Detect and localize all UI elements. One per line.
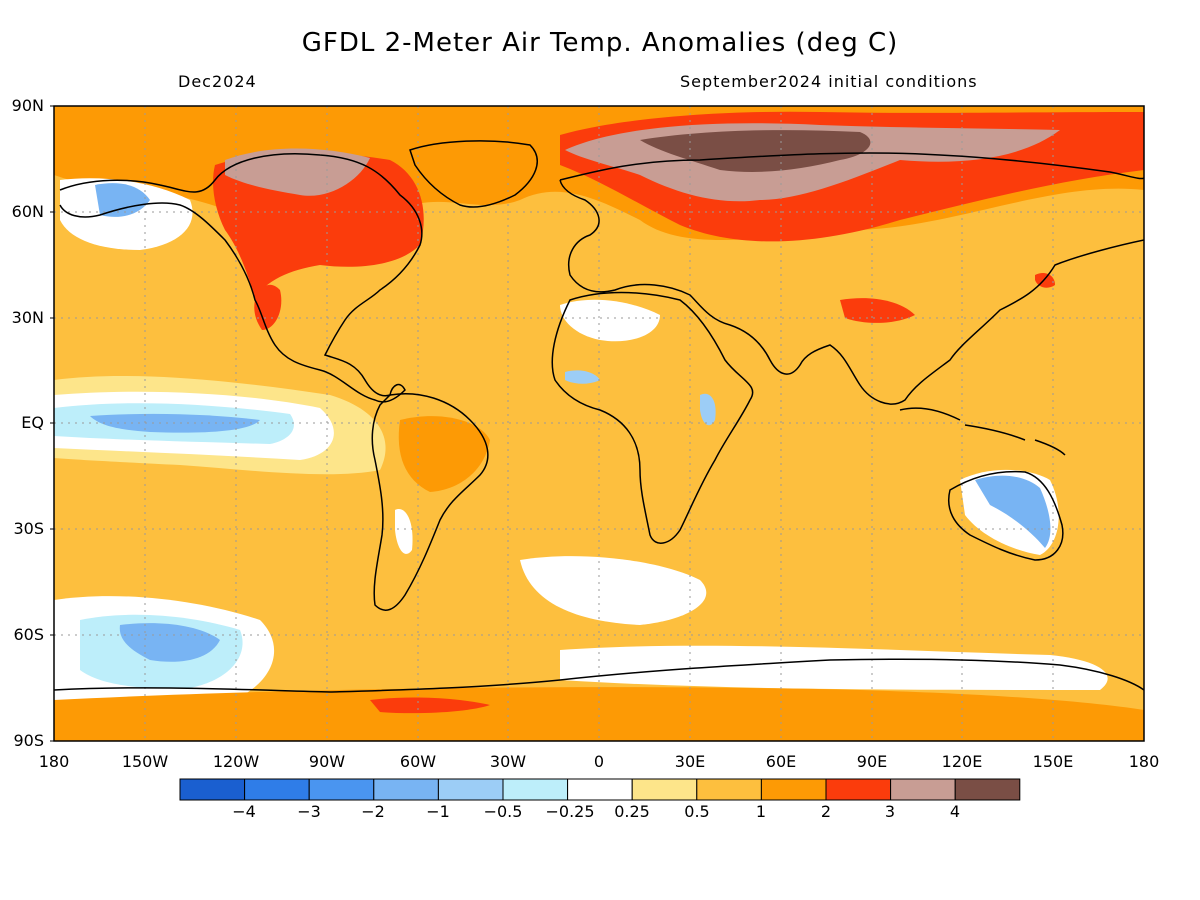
nw-atlantic-hot — [254, 284, 282, 330]
lon-label-150e: 150E — [1032, 752, 1074, 771]
valid-month-label: Dec2024 — [178, 72, 257, 91]
siberia-extreme-core — [640, 130, 871, 172]
initial-conditions-label: September2024 initial conditions — [680, 72, 978, 91]
colorbar-label-3: 3 — [884, 802, 896, 821]
colorbar-swatch — [890, 778, 956, 801]
patagonia-white — [395, 509, 413, 554]
colorbar-label-m2: −2 — [361, 802, 385, 821]
graticule — [54, 106, 1144, 741]
colorbar-label-4: 4 — [949, 802, 961, 821]
colorbar-label-1: 1 — [755, 802, 767, 821]
colorbar-label-m4: −4 — [232, 802, 256, 821]
lat-label-90n: 90N — [11, 96, 44, 115]
lon-label-90e: 90E — [856, 752, 888, 771]
colorbar — [179, 778, 1021, 801]
lon-label-60e: 60E — [765, 752, 797, 771]
lat-label-60s: 60S — [13, 625, 44, 644]
lon-label-30w: 30W — [489, 752, 527, 771]
colorbar-swatch — [373, 778, 439, 801]
colorbar-label-05: 0.5 — [684, 802, 710, 821]
tibet-hot — [840, 298, 915, 323]
lat-label-30s: 30S — [13, 519, 44, 538]
lon-label-120w: 120W — [212, 752, 260, 771]
lon-label-180w: 180 — [38, 752, 70, 771]
sahel-blue — [565, 370, 600, 384]
axis-ticks — [50, 105, 54, 742]
australia-blue — [975, 475, 1051, 548]
colorbar-swatch — [631, 778, 698, 801]
eurasia-coast — [559, 152, 1144, 405]
colorbar-label-m1: −1 — [426, 802, 450, 821]
colorbar-swatch — [825, 778, 892, 801]
colorbar-label-m3: −3 — [297, 802, 321, 821]
lat-label-30n: 30N — [11, 308, 44, 327]
greenland-coast — [409, 140, 538, 208]
lon-label-90w: 90W — [308, 752, 346, 771]
colorbar-label-025: 0.25 — [614, 802, 650, 821]
s-atlantic-white — [520, 556, 707, 625]
canada-extreme — [225, 148, 370, 196]
colorbar-swatch — [954, 778, 1021, 801]
colorbar-label-m05: −0.5 — [483, 802, 523, 821]
lon-label-180e: 180 — [1128, 752, 1160, 771]
east-africa-blue — [700, 393, 716, 426]
lon-label-0: 0 — [593, 752, 605, 771]
colorbar-swatch — [760, 778, 827, 801]
africa-coast — [551, 291, 754, 544]
colorbar-swatch — [696, 778, 762, 801]
lon-label-30e: 30E — [674, 752, 706, 771]
lon-label-120e: 120E — [941, 752, 983, 771]
south-america-coast — [371, 393, 489, 611]
antarctica-coast — [54, 658, 1144, 693]
colorbar-swatch — [308, 778, 375, 801]
lon-label-60w: 60W — [399, 752, 437, 771]
amazon-warm — [398, 416, 490, 492]
lat-label-90s: 90S — [13, 731, 44, 750]
colorbar-swatch — [437, 778, 504, 801]
antarctic-white — [560, 645, 1108, 690]
australia-coast — [948, 470, 1064, 561]
lat-label-60n: 60N — [11, 202, 44, 221]
antarctic-hot — [370, 697, 490, 714]
colorbar-label-m025: −0.25 — [545, 802, 595, 821]
alaska-blue — [95, 183, 150, 217]
colorbar-swatch — [502, 778, 569, 801]
colorbar-swatch — [567, 778, 633, 801]
coastlines — [54, 140, 1144, 693]
sahara-white — [560, 299, 660, 342]
colorbar-swatch — [244, 778, 310, 801]
map-title: GFDL 2-Meter Air Temp. Anomalies (deg C) — [301, 28, 899, 58]
antarctic-warm — [54, 687, 1144, 741]
lat-label-eq: EQ — [21, 413, 44, 432]
canada-hot — [213, 153, 424, 300]
north-america-coast — [59, 152, 423, 403]
indonesia-coast — [899, 407, 1066, 456]
colorbar-swatch — [179, 778, 246, 801]
lon-label-150w: 150W — [121, 752, 169, 771]
colorbar-label-2: 2 — [820, 802, 832, 821]
